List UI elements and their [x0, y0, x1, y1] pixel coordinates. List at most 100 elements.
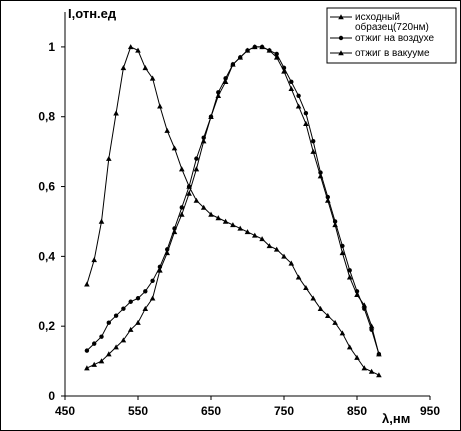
y-tick-label: 0: [48, 389, 55, 403]
data-point: [288, 260, 295, 266]
data-point: [194, 156, 199, 161]
y-tick-label: 0,8: [38, 110, 55, 124]
legend-label: отжиг на воздухе: [355, 33, 435, 44]
data-point: [91, 361, 97, 367]
data-point: [244, 229, 251, 235]
data-point: [121, 306, 126, 311]
data-point: [215, 215, 222, 221]
data-point: [273, 54, 280, 60]
data-point: [113, 344, 119, 350]
legend-label: отжиг в вакууме: [355, 48, 430, 59]
data-point: [222, 79, 229, 85]
data-point: [150, 278, 155, 283]
x-tick-label: 850: [347, 404, 367, 418]
axes: [64, 12, 430, 397]
data-point: [216, 90, 221, 95]
data-point: [113, 313, 119, 318]
data-point: [142, 65, 149, 71]
data-point: [281, 65, 287, 71]
data-point: [98, 218, 105, 224]
data-point: [311, 138, 316, 144]
series-group: [84, 44, 382, 378]
data-point: [179, 211, 185, 217]
data-point: [273, 246, 280, 252]
data-point: [340, 243, 345, 249]
data-point: [84, 348, 90, 353]
data-point: [245, 48, 250, 53]
legend-marker: [338, 50, 344, 56]
series-line: [86, 46, 380, 355]
data-point: [354, 354, 360, 360]
data-point: [346, 344, 353, 350]
data-point: [172, 226, 177, 231]
y-tick-label: 0,4: [38, 249, 55, 263]
data-point: [288, 86, 295, 92]
data-point: [317, 305, 324, 311]
data-point: [157, 103, 163, 109]
data-point: [222, 218, 229, 224]
data-point: [295, 274, 302, 280]
data-point: [142, 305, 149, 311]
data-point: [135, 319, 141, 325]
data-point: [179, 166, 185, 172]
x-tick-label: 650: [201, 404, 221, 418]
series-group: [84, 44, 382, 371]
data-point: [325, 194, 330, 200]
data-point: [346, 274, 353, 280]
data-point: [369, 327, 374, 332]
x-axis-title: λ,нм: [382, 411, 410, 426]
data-point: [193, 166, 200, 172]
x-tick-label: 950: [420, 404, 440, 418]
data-point: [171, 145, 178, 151]
data-point: [230, 62, 236, 67]
x-tick-label: 450: [55, 404, 75, 418]
data-point: [303, 120, 309, 126]
data-point: [106, 351, 112, 357]
data-point: [361, 365, 368, 371]
data-point: [106, 155, 112, 161]
data-point: [376, 351, 382, 357]
data-point: [310, 148, 316, 154]
series-group: [84, 44, 382, 357]
y-tick-label: 0,6: [38, 180, 55, 194]
x-tick-label: 550: [128, 404, 148, 418]
data-point: [135, 47, 141, 53]
data-point: [128, 299, 133, 304]
data-point: [149, 295, 156, 301]
data-point: [259, 44, 265, 50]
data-point: [318, 170, 323, 175]
data-point: [120, 65, 127, 71]
data-point: [208, 114, 214, 119]
data-point: [165, 247, 170, 252]
data-point: [179, 205, 184, 210]
data-point: [281, 253, 287, 259]
data-point: [237, 225, 243, 231]
legend-label: исходный образец(720нм): [355, 12, 429, 33]
data-point: [164, 127, 170, 133]
data-point: [127, 44, 134, 50]
data-point: [157, 267, 163, 273]
data-point: [230, 222, 236, 228]
data-point: [157, 264, 163, 270]
data-point: [274, 51, 279, 57]
data-point: [339, 330, 346, 336]
data-point: [106, 320, 112, 325]
data-point: [289, 79, 294, 85]
data-point: [339, 250, 346, 256]
y-axis-title: I,отн.ед: [68, 6, 117, 21]
data-point: [354, 289, 360, 294]
data-point: [92, 341, 97, 346]
data-point: [267, 48, 272, 53]
data-point: [149, 75, 156, 81]
data-point: [135, 296, 141, 301]
data-point: [252, 232, 258, 238]
data-point: [303, 284, 309, 291]
data-point: [113, 110, 119, 116]
data-point: [91, 257, 97, 263]
data-point: [296, 93, 301, 98]
data-point: [295, 103, 302, 109]
data-point: [281, 68, 287, 74]
data-point: [143, 289, 148, 294]
